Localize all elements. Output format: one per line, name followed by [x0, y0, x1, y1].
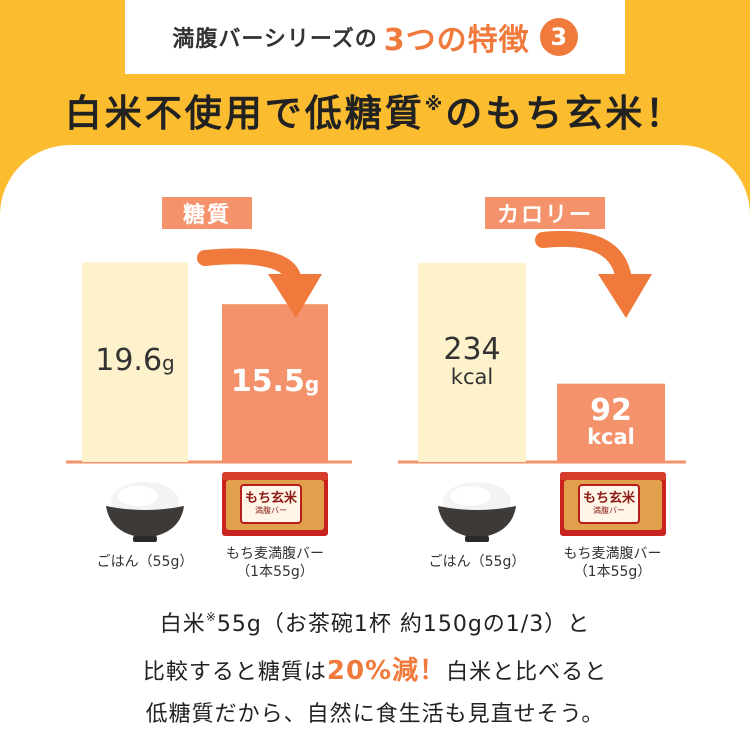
rice-bowl-icon: [438, 482, 516, 542]
feature-number-badge: 3: [539, 18, 578, 56]
highlight-text: 20%減！: [326, 656, 447, 686]
series-name: 満腹バーシリーズの: [172, 27, 378, 52]
bar-caption-line1: もち麦満腹バー: [563, 546, 662, 562]
headline-main: 白米不使用で低糖質: [64, 92, 425, 135]
body-text: 55g（お茶碗1杯 約150gの1/3）と: [216, 612, 591, 637]
body-line-3: 低糖質だから、自然に食生活も見直せそう。: [145, 702, 605, 727]
bar-value-number: 92: [590, 392, 632, 428]
arrow-head-icon: [268, 274, 322, 318]
bar-caption-line2: （1本55g）: [236, 563, 314, 580]
arrow-head-icon: [598, 274, 652, 318]
bar-value-label: 92 kcal: [557, 395, 665, 449]
package-subtitle: 満腹バー: [593, 505, 625, 515]
package-label: もち玄米 満腹バー: [240, 484, 302, 524]
bar-value-number: 19.6: [95, 343, 163, 379]
bar-value-unit: kcal: [450, 364, 494, 389]
package-subtitle: 満腹バー: [255, 505, 287, 515]
decrease-arrow-icon: [535, 230, 632, 288]
bar-value-label: 15.5g: [222, 366, 328, 398]
bar-product: [557, 383, 665, 462]
bar-value-unit: g: [162, 351, 175, 376]
product-package-image: もち玄米 満腹バー: [560, 472, 666, 536]
product-package-image: もち玄米 満腹バー: [222, 472, 328, 536]
bar-rice: [418, 262, 526, 462]
bar-value-label: 234 kcal: [418, 334, 526, 388]
feature-label: 3つの特徴: [383, 23, 530, 58]
headline-tail: のもち玄米！: [445, 92, 686, 135]
body-text: 白米: [159, 612, 206, 637]
bar-caption: もち麦満腹バー （1本55g）: [205, 546, 345, 581]
rice-bowl-icon: [106, 482, 184, 542]
bar-value-unit: g: [304, 372, 320, 397]
body-mark: ※: [205, 610, 217, 624]
bar-product: [222, 304, 328, 462]
bar-value-label: 19.6g: [82, 345, 188, 377]
chart-title-tag: 糖質: [162, 197, 252, 229]
bar-value-number: 15.5: [230, 364, 305, 400]
body-text: 比較すると糖質は: [142, 660, 327, 685]
package-title: もち玄米: [582, 491, 635, 507]
bar-caption-line1: もち麦満腹バー: [226, 546, 324, 562]
body-line-2: 比較すると糖質は20%減！白米と比べると: [0, 650, 750, 687]
bar-value-number: 234: [443, 332, 501, 368]
bar-caption: もち麦満腹バー （1本55g）: [540, 546, 685, 581]
package-title: もち玄米: [244, 491, 297, 507]
bar-value-unit: kcal: [587, 425, 635, 450]
body-text: 白米と比べると: [446, 660, 608, 685]
feature-banner: 満腹バーシリーズの 3つの特徴 3: [125, 0, 625, 74]
headline: 白米不使用で低糖質※のもち玄米！: [0, 83, 750, 137]
rice-caption: ごはん（55g）: [428, 554, 526, 570]
package-label: もち玄米 満腹バー: [578, 484, 640, 524]
body-line-1: 白米※55g（お茶碗1杯 約150gの1/3）と: [0, 606, 750, 638]
bar-caption-line2: （1本55g）: [573, 563, 652, 580]
headline-mark: ※: [424, 94, 446, 115]
bar-rice: [82, 262, 188, 462]
rice-caption: ごはん（55g）: [96, 554, 194, 570]
chart-title-tag: カロリー: [485, 197, 605, 229]
